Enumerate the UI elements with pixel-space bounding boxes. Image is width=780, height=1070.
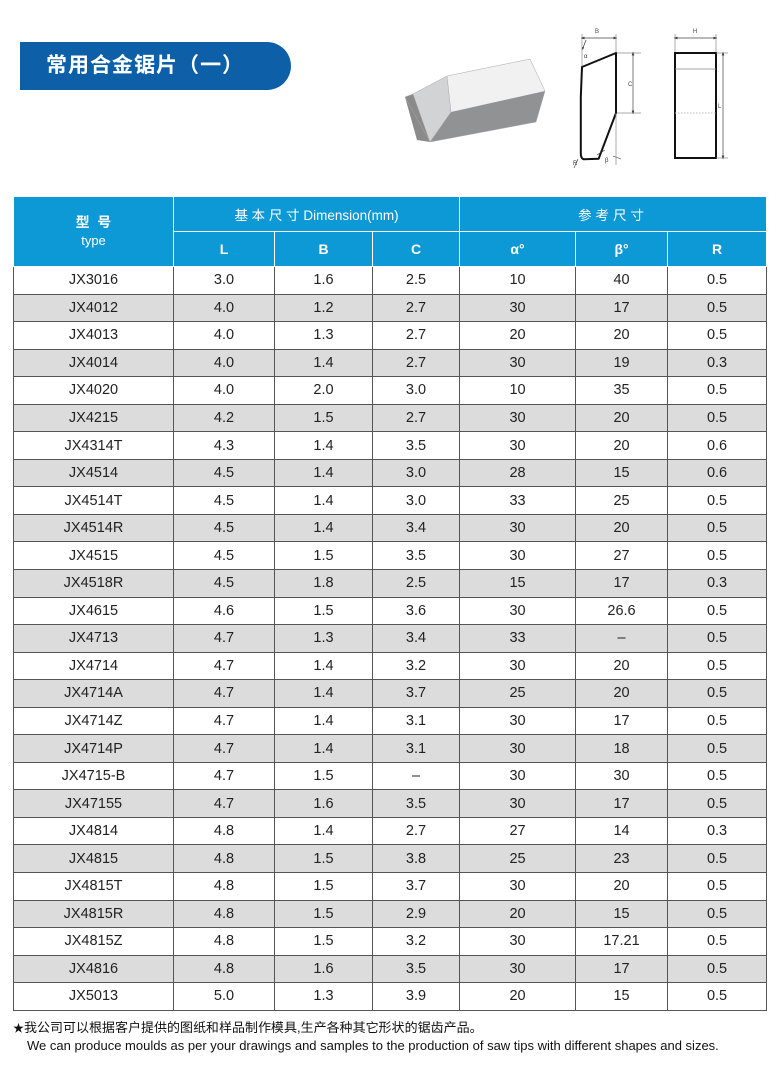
svg-text:H: H [693, 29, 697, 35]
svg-text:α: α [584, 54, 588, 60]
svg-text:B: B [595, 29, 599, 35]
svg-text:C: C [628, 82, 633, 88]
svg-text:β: β [605, 158, 609, 164]
svg-text:L: L [718, 104, 722, 110]
